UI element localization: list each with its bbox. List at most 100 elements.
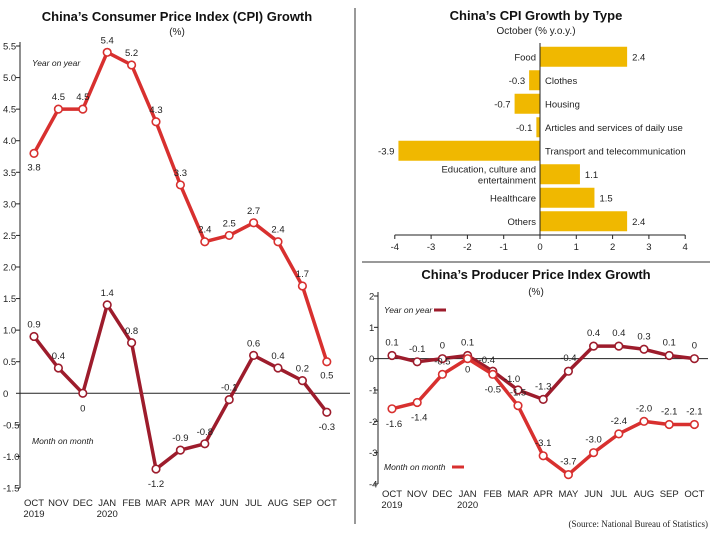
cpi-y-tick-label: 5.0 (3, 73, 16, 84)
ppi-point (513, 385, 523, 395)
cpi-x-tick-label: JUL (245, 498, 262, 509)
cpi-x-tick-label: JUN (220, 498, 239, 509)
ppi-data-label: -3.1 (535, 438, 551, 449)
ppi-data-label: -0.4 (479, 355, 495, 366)
cpi-point (78, 104, 88, 114)
bytype-x-tick-label: -3 (427, 242, 435, 253)
cpi-x-tick-label: DEC (73, 498, 93, 509)
ppi-point (664, 350, 674, 361)
cpi-mom-legend: Month on month (32, 436, 94, 446)
ppi-data-label: -2.1 (661, 406, 677, 417)
cpi-data-label: 0.9 (27, 319, 40, 330)
ppi-data-label: -1.3 (535, 381, 551, 392)
cpi-data-label: 0.2 (296, 364, 309, 375)
cpi-y-tick-label: 4.5 (3, 105, 16, 116)
cpi-point (151, 464, 161, 474)
ppi-point (437, 369, 448, 379)
bytype-x-tick-label: 1 (574, 242, 579, 253)
bytype-x-tick-label: -4 (391, 242, 399, 253)
bytype-x-tick-label: 2 (610, 242, 615, 253)
ppi-data-label: 0.4 (587, 328, 600, 339)
ppi-point (563, 470, 574, 480)
ppi-point (463, 354, 473, 364)
bytype-category-label: Housing (545, 99, 580, 110)
ppi-data-label: 0 (692, 341, 697, 352)
ppi-data-label: -2.0 (636, 403, 652, 414)
ppi-data-label: -1.4 (411, 413, 427, 424)
cpi-point (53, 363, 64, 373)
cpi-data-label: 0.6 (247, 338, 260, 349)
cpi-data-label: 0.8 (125, 326, 138, 337)
bytype-bar (540, 211, 628, 232)
ppi-x-tick-label: DEC (432, 489, 452, 500)
cpi-subtitle: (%) (169, 27, 185, 38)
ppi-x-tick-label: SEP (660, 489, 679, 500)
cpi-point (151, 117, 161, 127)
ppi-year-label: 2020 (457, 500, 478, 511)
ppi-point (538, 451, 548, 461)
ppi-title: China’s Producer Price Index Growth (421, 267, 650, 282)
cpi-point (273, 363, 283, 373)
cpi-data-label: 5.2 (125, 48, 138, 59)
ppi-x-tick-label: NOV (407, 489, 428, 500)
ppi-y-tick-label: -3 (369, 448, 377, 459)
ppi-point (387, 404, 397, 414)
cpi-x-tick-label: JAN (98, 498, 116, 509)
cpi-data-label: 4.5 (52, 92, 65, 103)
cpi-data-label: 3.3 (174, 168, 187, 179)
ppi-x-tick-label: OCT (684, 489, 704, 500)
cpi-x-tick-label: OCT (24, 498, 44, 509)
cpi-x-tick-label: OCT (317, 498, 337, 509)
bytype-category-label: Transport and telecommunication (545, 146, 686, 157)
cpi-data-label: 2.7 (247, 206, 260, 217)
bytype-category-label: Articles and services of daily use (545, 123, 683, 134)
bytype-value-label: -3.9 (378, 146, 394, 157)
bytype-category-label-line2: entertainment (478, 175, 536, 186)
cpi-data-label: 3.8 (27, 162, 40, 173)
bytype-bar (514, 93, 540, 114)
cpi-data-label: 4.5 (76, 92, 89, 103)
ppi-x-tick-label: APR (533, 489, 553, 500)
cpi-point (224, 230, 234, 241)
ppi-point (614, 341, 624, 351)
ppi-y-tick-label: -1 (369, 386, 377, 397)
ppi-x-tick-label: OCT (382, 489, 402, 500)
cpi-point (249, 218, 259, 228)
cpi-point (102, 47, 112, 57)
ppi-data-label: -2.1 (686, 406, 702, 417)
cpi-point (273, 237, 283, 247)
bytype-category-label: Healthcare (490, 193, 536, 204)
ppi-data-label: 0.1 (385, 338, 398, 349)
ppi-point (412, 397, 422, 408)
ppi-x-tick-label: JUL (610, 489, 627, 500)
ppi-point (689, 354, 700, 364)
ppi-data-label: 0 (440, 341, 445, 352)
ppi-y-tick-label: 2 (369, 292, 374, 303)
bytype-bar (529, 70, 540, 91)
cpi-point (127, 60, 137, 70)
cpi-data-label: 5.4 (101, 35, 114, 46)
cpi-y-tick-label: 3.0 (3, 199, 16, 210)
bytype-bar (536, 117, 540, 138)
cpi-point (322, 357, 332, 367)
cpi-year-label: 2019 (23, 509, 44, 520)
ppi-data-label: 0.3 (637, 331, 650, 342)
cpi-year-label: 2020 (97, 509, 118, 520)
ppi-data-label: 0.1 (663, 338, 676, 349)
ppi-y-tick-label: -4 (369, 480, 377, 491)
ppi-yoy-legend: Year on year (384, 305, 433, 315)
cpi-by-type-chart: China’s CPI Growth by Type October (% y.… (378, 8, 688, 253)
cpi-y-tick-label: -0.5 (3, 420, 19, 431)
ppi-data-label: -1.5 (510, 388, 526, 399)
cpi-x-tick-label: APR (171, 498, 191, 509)
cpi-point (175, 445, 185, 455)
ppi-x-tick-label: AUG (634, 489, 655, 500)
cpi-x-tick-label: NOV (48, 498, 69, 509)
ppi-data-label: -0.5 (434, 356, 450, 367)
cpi-y-tick-label: 1.0 (3, 326, 16, 337)
cpi-data-label: -0.9 (172, 433, 188, 444)
cpi-data-label: 1.4 (101, 288, 114, 299)
bytype-x-tick-label: 3 (646, 242, 651, 253)
bytype-bar (540, 46, 628, 67)
ppi-point (664, 419, 674, 430)
